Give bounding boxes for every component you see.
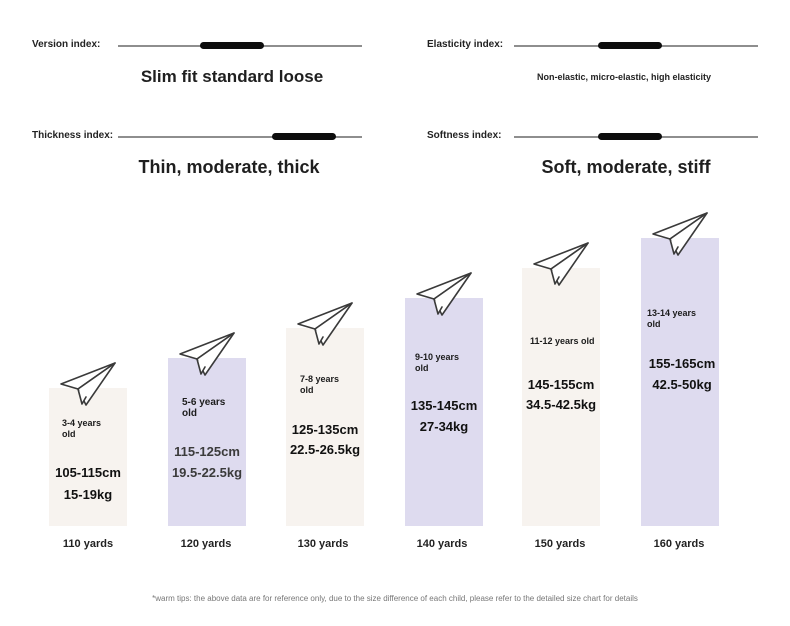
size-label: 150 yards (534, 538, 586, 550)
softness-index-marker (598, 133, 662, 140)
age-label: 7-8 years old (300, 374, 340, 395)
size-bar (641, 238, 719, 526)
weight-range: 22.5-26.5kg (289, 442, 361, 457)
elasticity-index-caption: Non-elastic, micro-elastic, high elastic… (536, 72, 712, 82)
height-range: 115-125cm (174, 444, 240, 459)
elasticity-index-marker (598, 42, 662, 49)
thickness-index-caption: Thin, moderate, thick (138, 157, 320, 177)
age-label: 13-14 years old (647, 308, 697, 329)
weight-range: 19.5-22.5kg (171, 465, 243, 480)
version-index-marker (200, 42, 264, 49)
age-label: 5-6 years old (182, 397, 226, 419)
paper-plane-icon (652, 212, 708, 256)
weight-range: 27-34kg (419, 419, 469, 434)
elasticity-index-label: Elasticity index: (427, 39, 504, 50)
paper-plane-icon (533, 242, 589, 286)
height-range: 135-145cm (410, 398, 478, 413)
softness-index-caption: Soft, moderate, stiff (541, 157, 711, 177)
weight-range: 34.5-42.5kg (525, 397, 597, 412)
height-range: 145-155cm (527, 377, 595, 392)
paper-plane-icon (297, 302, 353, 346)
size-label: 160 yards (653, 538, 705, 550)
height-range: 105-115cm (55, 465, 121, 480)
height-range: 125-135cm (291, 422, 359, 437)
weight-range: 42.5-50kg (652, 377, 712, 392)
age-label: 3-4 years old (62, 418, 102, 439)
size-bar (405, 298, 483, 526)
thickness-index-marker (272, 133, 336, 140)
size-label: 140 yards (416, 538, 468, 550)
size-bar (522, 268, 600, 526)
paper-plane-icon (60, 362, 116, 406)
weight-range: 15-19kg (63, 487, 113, 502)
size-label: 110 yards (62, 538, 114, 550)
size-label: 120 yards (180, 538, 232, 550)
age-label: 11-12 years old (530, 336, 595, 346)
thickness-index-label: Thickness index: (32, 130, 114, 141)
softness-index-label: Softness index: (427, 130, 502, 141)
size-label: 130 yards (297, 538, 349, 550)
paper-plane-icon (416, 272, 472, 316)
age-label: 9-10 years old (415, 352, 460, 373)
size-bar (168, 358, 246, 526)
height-range: 155-165cm (648, 356, 716, 371)
thickness-index-track (118, 136, 362, 138)
paper-plane-icon (179, 332, 235, 376)
size-bar (286, 328, 364, 526)
size-bar (49, 388, 127, 526)
version-index-caption: Slim fit standard loose (140, 67, 324, 86)
version-index-label: Version index: (32, 39, 101, 50)
footnote: *warm tips: the above data are for refer… (152, 594, 638, 603)
